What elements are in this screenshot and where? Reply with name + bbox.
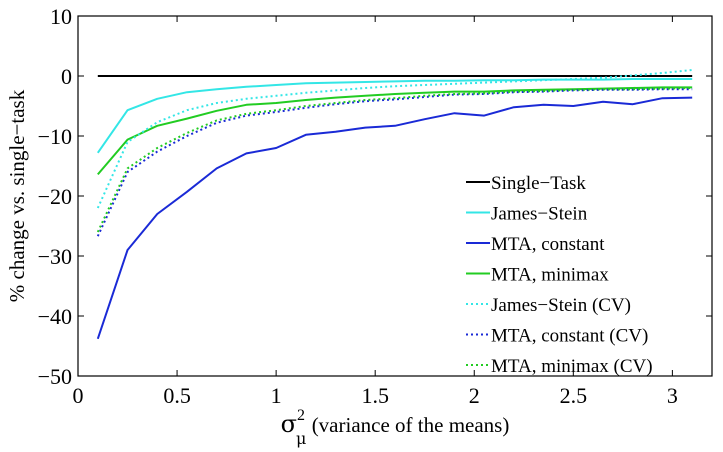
series-line-3 [96, 96, 693, 340]
axis-tick-labels: 0 0.5 1 1.5 2 2.5 3 −50 −40 −30 −20 −10 0 10 [38, 4, 678, 408]
legend-entry-label: MTA, constant [491, 234, 605, 255]
series-line-2 [96, 78, 693, 154]
y-tick-label: −30 [38, 244, 72, 269]
legend-entry-label: James−Stein (CV) [491, 295, 631, 316]
x-tick-label: 1.5 [361, 383, 389, 408]
x-axis-label-text: (variance of the means) [306, 413, 509, 437]
y-tick-label: −10 [38, 124, 72, 149]
x-axis-label: σ2 μ (variance of the means) [281, 407, 510, 448]
x-tick-label: 0.5 [163, 383, 191, 408]
y-tick-label: 0 [61, 64, 72, 89]
y-tick-label: −20 [38, 184, 72, 209]
legend-entry-label: Single−Task [491, 173, 586, 194]
plot-area: 0 0.5 1 1.5 2 2.5 3 −50 −40 −30 −20 −10 0 10 [38, 4, 713, 408]
legend-entry-label: James−Stein [491, 204, 588, 225]
y-tick-label: −50 [38, 364, 72, 389]
x-tick-label: 1 [271, 383, 282, 408]
x-tick-label: 2 [469, 383, 480, 408]
axis-ticks [77, 15, 712, 377]
x-axis-label-superscript: 2 [297, 407, 305, 424]
x-axis-label-symbol: σ [281, 410, 297, 438]
x-tick-label: 2.5 [560, 383, 588, 408]
x-axis-label-subscript: μ [296, 429, 306, 448]
y-axis-label: % change vs. single−task [5, 89, 29, 302]
legend: Single−Task James−Stein MTA, constant MTA, … [466, 173, 653, 377]
y-tick-label: −40 [38, 304, 72, 329]
x-tick-label: 3 [667, 383, 678, 408]
series-lines [96, 69, 693, 340]
legend-entry-label: MTA, minimax [491, 265, 609, 286]
series-line-7 [96, 87, 693, 233]
legend-entry-label: MTA, minimax (CV) [491, 356, 653, 377]
y-tick-label: 10 [50, 4, 72, 29]
legend-entry-label: MTA, constant (CV) [491, 326, 648, 347]
series-line-5 [96, 69, 693, 209]
x-tick-label: 0 [73, 383, 84, 408]
axes-box [77, 15, 713, 377]
